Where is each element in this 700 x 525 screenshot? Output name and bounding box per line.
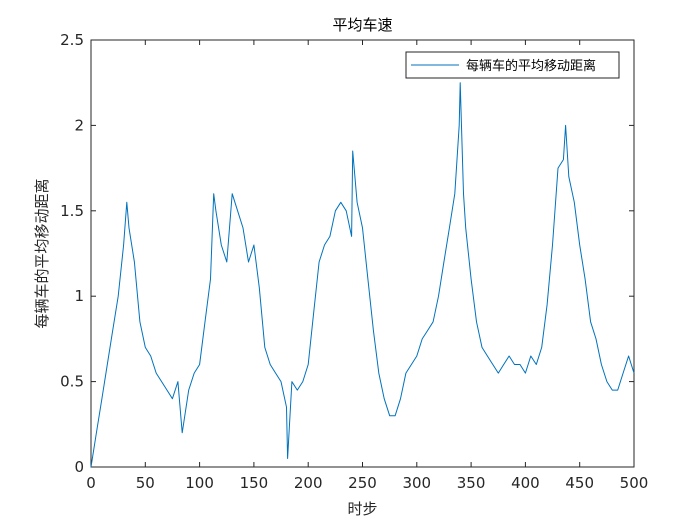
x-tick-label: 200 xyxy=(294,474,323,492)
y-tick-label: 0 xyxy=(74,458,84,476)
series-line xyxy=(90,82,635,468)
y-tick-label: 1 xyxy=(74,287,84,305)
x-tick-label: 300 xyxy=(402,474,431,492)
legend-label: 每辆车的平均移动距离 xyxy=(466,58,596,74)
x-tick-label: 250 xyxy=(348,474,377,492)
x-tick-label: 450 xyxy=(565,474,594,492)
x-tick-label: 350 xyxy=(457,474,486,492)
x-tick-label: 150 xyxy=(240,474,269,492)
x-tick-label: 0 xyxy=(86,474,96,492)
x-tick-label: 50 xyxy=(136,474,155,492)
y-tick-label: 2 xyxy=(74,116,84,134)
x-tick-label: 100 xyxy=(185,474,214,492)
series-layer xyxy=(90,82,635,468)
plot-area xyxy=(90,39,635,468)
legend: 每辆车的平均移动距离 xyxy=(405,51,620,79)
y-tick-label: 1.5 xyxy=(60,202,84,220)
tick-group: 0 50 100 150 200 250 300 350 400 450 500 0 0.5 1 1.5 2 2… xyxy=(60,31,648,492)
x-tick-label: 400 xyxy=(511,474,540,492)
y-axis-label: 每辆车的平均移动距离 xyxy=(33,178,51,328)
x-tick-label: 500 xyxy=(620,474,649,492)
y-tick-label: 2.5 xyxy=(60,31,84,49)
chart-title: 平均车速 xyxy=(332,16,392,34)
x-axis-label: 时步 xyxy=(347,500,377,518)
y-tick-label: 0.5 xyxy=(60,373,84,391)
